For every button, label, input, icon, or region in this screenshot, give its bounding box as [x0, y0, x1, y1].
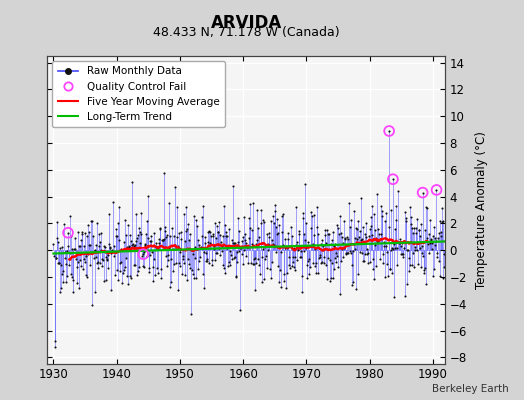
Point — [385, 128, 394, 134]
Y-axis label: Temperature Anomaly (°C): Temperature Anomaly (°C) — [475, 131, 488, 289]
Point — [64, 230, 72, 236]
Text: 48.433 N, 71.178 W (Canada): 48.433 N, 71.178 W (Canada) — [153, 26, 340, 39]
Text: Berkeley Earth: Berkeley Earth — [432, 384, 508, 394]
Text: ARVIDA: ARVIDA — [211, 14, 282, 32]
Point — [419, 189, 427, 196]
Legend: Raw Monthly Data, Quality Control Fail, Five Year Moving Average, Long-Term Tren: Raw Monthly Data, Quality Control Fail, … — [52, 61, 225, 127]
Point — [432, 187, 441, 193]
Point — [389, 176, 397, 182]
Point — [139, 251, 147, 257]
